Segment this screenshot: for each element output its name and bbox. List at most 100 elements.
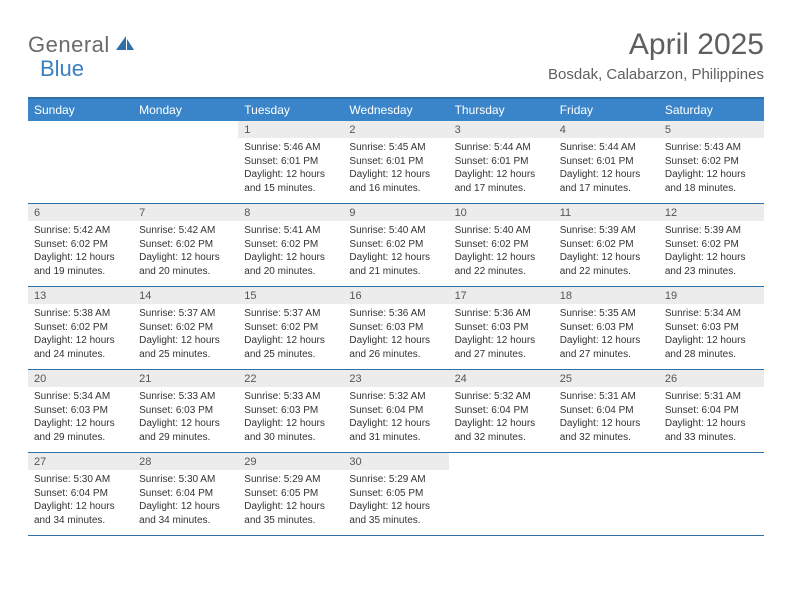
sunrise-text: Sunrise: 5:43 AM xyxy=(665,141,758,155)
sunset-text: Sunset: 6:02 PM xyxy=(665,155,758,169)
day-number: 9 xyxy=(343,204,448,221)
day-details: Sunrise: 5:42 AMSunset: 6:02 PMDaylight:… xyxy=(28,221,133,286)
day-details: Sunrise: 5:30 AMSunset: 6:04 PMDaylight:… xyxy=(133,470,238,535)
day-details: Sunrise: 5:29 AMSunset: 6:05 PMDaylight:… xyxy=(238,470,343,535)
sunrise-text: Sunrise: 5:32 AM xyxy=(455,390,548,404)
day-number: 28 xyxy=(133,453,238,470)
day-cell: 23Sunrise: 5:32 AMSunset: 6:04 PMDayligh… xyxy=(343,370,448,453)
day-details: Sunrise: 5:36 AMSunset: 6:03 PMDaylight:… xyxy=(449,304,554,369)
day-number: 10 xyxy=(449,204,554,221)
daylight-text: Daylight: 12 hours and 25 minutes. xyxy=(139,334,232,361)
sunrise-text: Sunrise: 5:39 AM xyxy=(665,224,758,238)
day-cell: 13Sunrise: 5:38 AMSunset: 6:02 PMDayligh… xyxy=(28,287,133,370)
day-cell: 9Sunrise: 5:40 AMSunset: 6:02 PMDaylight… xyxy=(343,204,448,287)
sunrise-text: Sunrise: 5:40 AM xyxy=(349,224,442,238)
dayhead-sun: Sunday xyxy=(28,98,133,121)
daylight-text: Daylight: 12 hours and 15 minutes. xyxy=(244,168,337,195)
sunrise-text: Sunrise: 5:37 AM xyxy=(139,307,232,321)
location: Bosdak, Calabarzon, Philippines xyxy=(548,66,764,83)
day-details: Sunrise: 5:37 AMSunset: 6:02 PMDaylight:… xyxy=(133,304,238,369)
day-details: Sunrise: 5:44 AMSunset: 6:01 PMDaylight:… xyxy=(449,138,554,203)
day-details: Sunrise: 5:34 AMSunset: 6:03 PMDaylight:… xyxy=(28,387,133,452)
sunrise-text: Sunrise: 5:34 AM xyxy=(665,307,758,321)
day-cell: 22Sunrise: 5:33 AMSunset: 6:03 PMDayligh… xyxy=(238,370,343,453)
day-details: Sunrise: 5:37 AMSunset: 6:02 PMDaylight:… xyxy=(238,304,343,369)
logo-text-blue: Blue xyxy=(40,56,84,81)
day-number: 27 xyxy=(28,453,133,470)
day-number: 22 xyxy=(238,370,343,387)
day-cell: 20Sunrise: 5:34 AMSunset: 6:03 PMDayligh… xyxy=(28,370,133,453)
empty-cell-body xyxy=(659,453,764,511)
sunset-text: Sunset: 6:03 PM xyxy=(455,321,548,335)
day-details: Sunrise: 5:32 AMSunset: 6:04 PMDaylight:… xyxy=(343,387,448,452)
sunset-text: Sunset: 6:02 PM xyxy=(560,238,653,252)
day-details: Sunrise: 5:30 AMSunset: 6:04 PMDaylight:… xyxy=(28,470,133,535)
title-block: April 2025 Bosdak, Calabarzon, Philippin… xyxy=(548,28,764,83)
sunset-text: Sunset: 6:03 PM xyxy=(244,404,337,418)
daylight-text: Daylight: 12 hours and 35 minutes. xyxy=(244,500,337,527)
day-cell xyxy=(449,453,554,536)
sunset-text: Sunset: 6:05 PM xyxy=(244,487,337,501)
daylight-text: Daylight: 12 hours and 17 minutes. xyxy=(560,168,653,195)
day-number: 16 xyxy=(343,287,448,304)
sunrise-text: Sunrise: 5:38 AM xyxy=(34,307,127,321)
daylight-text: Daylight: 12 hours and 33 minutes. xyxy=(665,417,758,444)
day-cell: 12Sunrise: 5:39 AMSunset: 6:02 PMDayligh… xyxy=(659,204,764,287)
sunrise-text: Sunrise: 5:35 AM xyxy=(560,307,653,321)
day-number: 12 xyxy=(659,204,764,221)
sunset-text: Sunset: 6:04 PM xyxy=(34,487,127,501)
sunset-text: Sunset: 6:04 PM xyxy=(349,404,442,418)
week-row: 27Sunrise: 5:30 AMSunset: 6:04 PMDayligh… xyxy=(28,453,764,536)
sunrise-text: Sunrise: 5:29 AM xyxy=(244,473,337,487)
logo-text-general: General xyxy=(28,32,110,58)
sunset-text: Sunset: 6:04 PM xyxy=(455,404,548,418)
sunrise-text: Sunrise: 5:31 AM xyxy=(560,390,653,404)
week-row: 20Sunrise: 5:34 AMSunset: 6:03 PMDayligh… xyxy=(28,370,764,453)
sunrise-text: Sunrise: 5:36 AM xyxy=(455,307,548,321)
sunset-text: Sunset: 6:03 PM xyxy=(349,321,442,335)
daylight-text: Daylight: 12 hours and 22 minutes. xyxy=(560,251,653,278)
sunset-text: Sunset: 6:02 PM xyxy=(455,238,548,252)
dayhead-tue: Tuesday xyxy=(238,98,343,121)
month-title: April 2025 xyxy=(548,28,764,62)
daylight-text: Daylight: 12 hours and 23 minutes. xyxy=(665,251,758,278)
day-number: 5 xyxy=(659,121,764,138)
day-number: 18 xyxy=(554,287,659,304)
sail-icon xyxy=(114,34,136,57)
day-number: 17 xyxy=(449,287,554,304)
empty-cell-body xyxy=(554,453,659,511)
day-cell xyxy=(133,121,238,204)
sunset-text: Sunset: 6:01 PM xyxy=(560,155,653,169)
day-cell: 18Sunrise: 5:35 AMSunset: 6:03 PMDayligh… xyxy=(554,287,659,370)
daylight-text: Daylight: 12 hours and 20 minutes. xyxy=(244,251,337,278)
daylight-text: Daylight: 12 hours and 34 minutes. xyxy=(34,500,127,527)
sunrise-text: Sunrise: 5:36 AM xyxy=(349,307,442,321)
day-cell: 3Sunrise: 5:44 AMSunset: 6:01 PMDaylight… xyxy=(449,121,554,204)
day-cell: 1Sunrise: 5:46 AMSunset: 6:01 PMDaylight… xyxy=(238,121,343,204)
week-row: 13Sunrise: 5:38 AMSunset: 6:02 PMDayligh… xyxy=(28,287,764,370)
day-details: Sunrise: 5:42 AMSunset: 6:02 PMDaylight:… xyxy=(133,221,238,286)
sunset-text: Sunset: 6:03 PM xyxy=(139,404,232,418)
sunset-text: Sunset: 6:04 PM xyxy=(560,404,653,418)
sunset-text: Sunset: 6:02 PM xyxy=(244,238,337,252)
day-cell: 5Sunrise: 5:43 AMSunset: 6:02 PMDaylight… xyxy=(659,121,764,204)
day-details: Sunrise: 5:32 AMSunset: 6:04 PMDaylight:… xyxy=(449,387,554,452)
daylight-text: Daylight: 12 hours and 32 minutes. xyxy=(560,417,653,444)
sunset-text: Sunset: 6:01 PM xyxy=(455,155,548,169)
daylight-text: Daylight: 12 hours and 30 minutes. xyxy=(244,417,337,444)
day-details: Sunrise: 5:45 AMSunset: 6:01 PMDaylight:… xyxy=(343,138,448,203)
day-details: Sunrise: 5:40 AMSunset: 6:02 PMDaylight:… xyxy=(449,221,554,286)
page: General April 2025 Bosdak, Calabarzon, P… xyxy=(0,0,792,536)
daylight-text: Daylight: 12 hours and 17 minutes. xyxy=(455,168,548,195)
day-details: Sunrise: 5:41 AMSunset: 6:02 PMDaylight:… xyxy=(238,221,343,286)
day-cell xyxy=(659,453,764,536)
day-cell: 30Sunrise: 5:29 AMSunset: 6:05 PMDayligh… xyxy=(343,453,448,536)
sunset-text: Sunset: 6:01 PM xyxy=(244,155,337,169)
sunset-text: Sunset: 6:03 PM xyxy=(665,321,758,335)
sunrise-text: Sunrise: 5:30 AM xyxy=(139,473,232,487)
calendar-table: Sunday Monday Tuesday Wednesday Thursday… xyxy=(28,97,764,536)
daylight-text: Daylight: 12 hours and 29 minutes. xyxy=(34,417,127,444)
day-cell: 27Sunrise: 5:30 AMSunset: 6:04 PMDayligh… xyxy=(28,453,133,536)
day-number: 11 xyxy=(554,204,659,221)
day-cell: 26Sunrise: 5:31 AMSunset: 6:04 PMDayligh… xyxy=(659,370,764,453)
